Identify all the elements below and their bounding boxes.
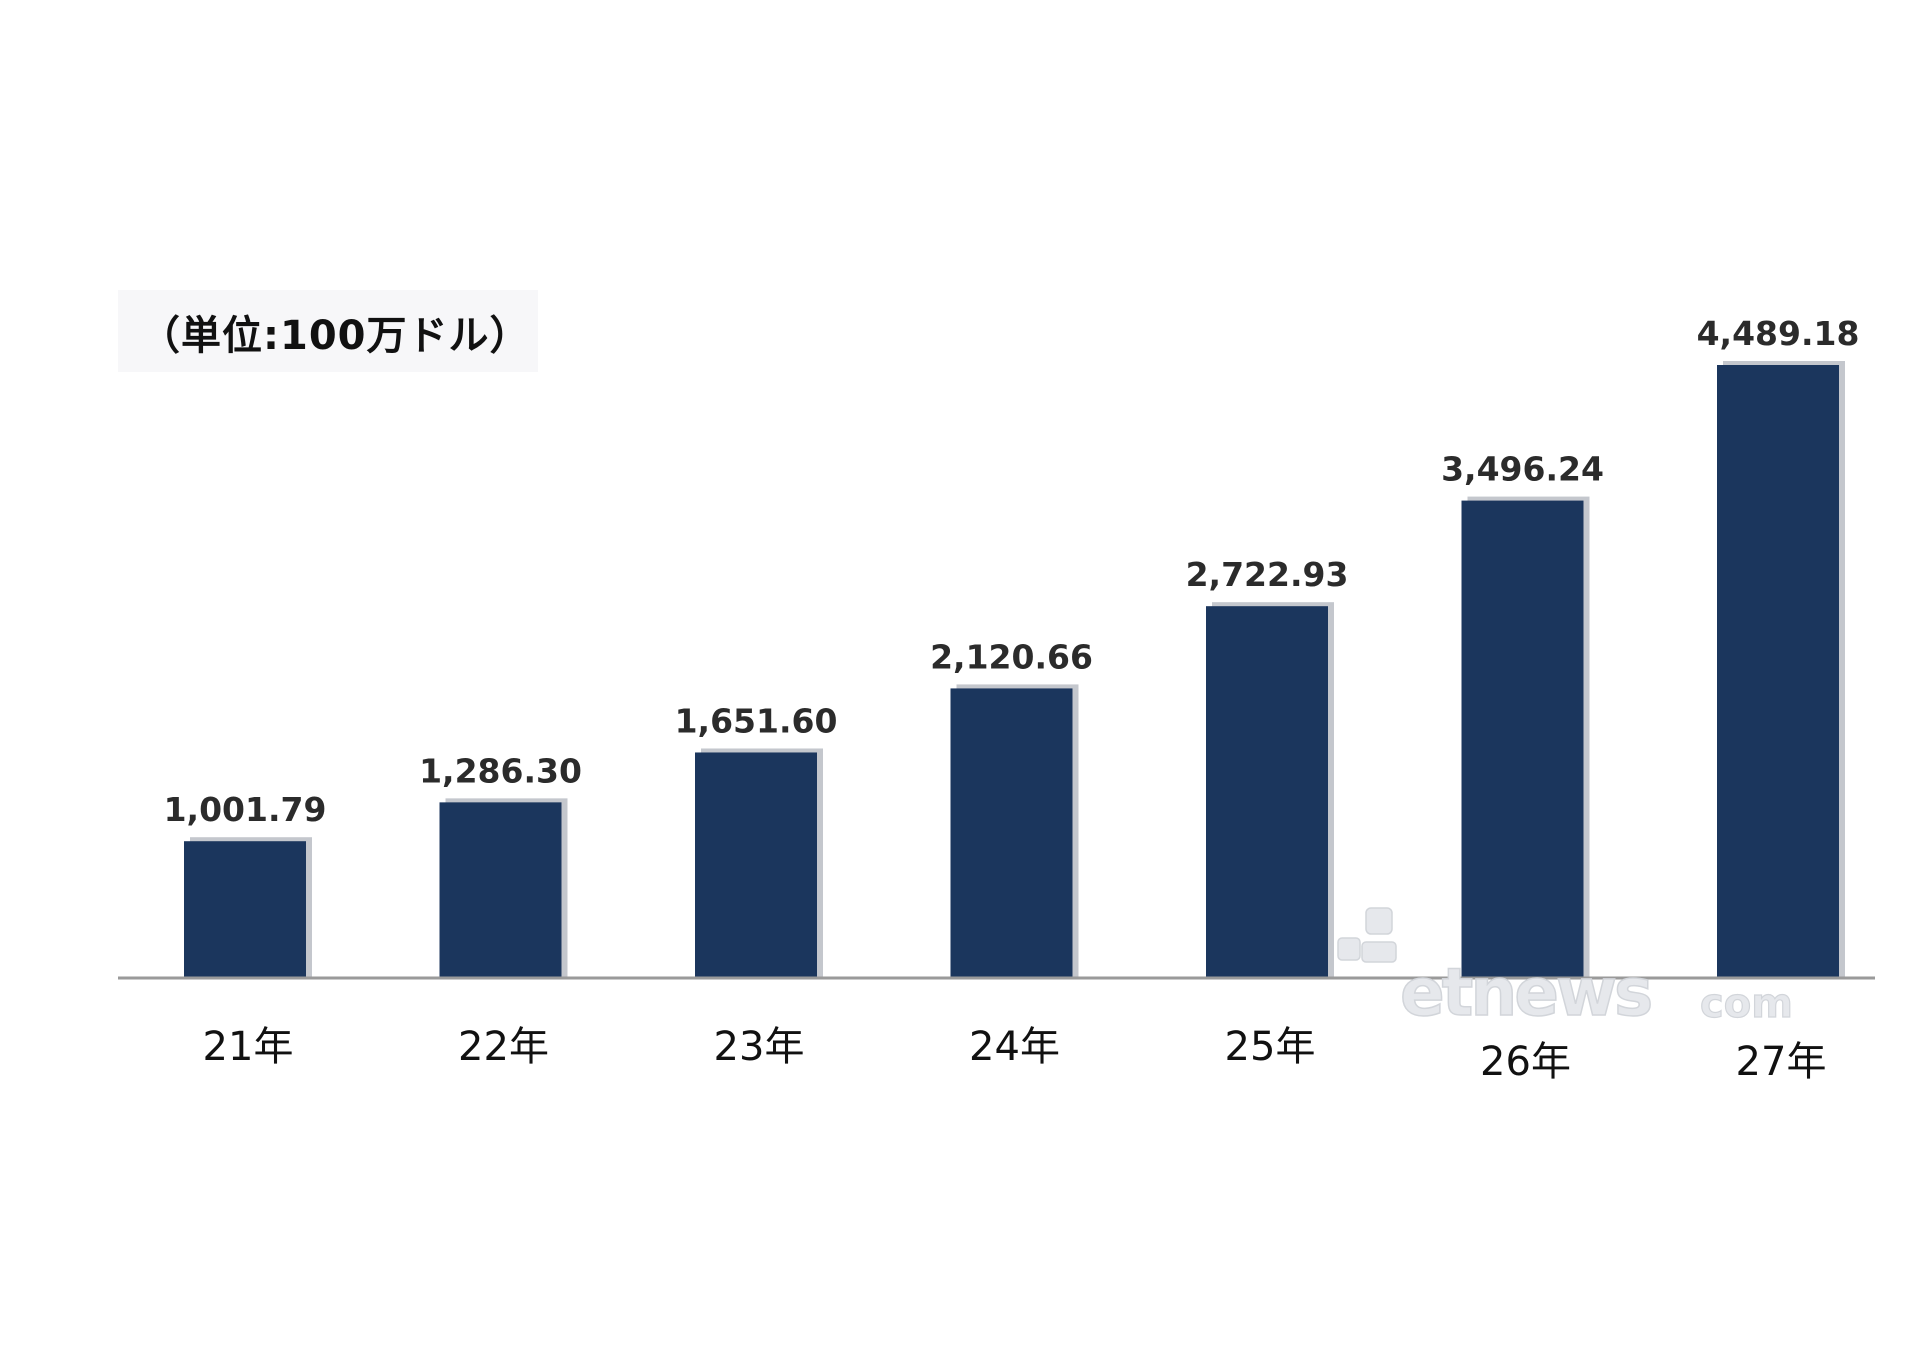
- x-tick-label: 26年: [1480, 1039, 1571, 1085]
- data-label: 2,722.93: [1186, 555, 1349, 594]
- data-label: 1,651.60: [675, 701, 838, 740]
- x-tick-label: 24年: [969, 1024, 1060, 1070]
- labels-layer: 1,001.79 21年 1,286.30 22年 1,651.60 23年 2,120.6…: [164, 314, 1860, 1085]
- bars-layer: [184, 361, 1845, 978]
- data-label: 3,496.24: [1441, 450, 1604, 489]
- bar-21年: [184, 841, 306, 978]
- unit-label-box: [118, 290, 538, 372]
- data-label: 2,120.66: [930, 637, 1093, 676]
- x-tick-label: 25年: [1225, 1024, 1316, 1070]
- etnews-logo-icon: [1337, 907, 1397, 963]
- bar-25年: [1206, 606, 1328, 978]
- x-tick-label: 21年: [203, 1024, 294, 1070]
- data-label: 1,001.79: [164, 790, 327, 829]
- bar-22年: [439, 802, 562, 978]
- etnews-watermark: etnews com: [1337, 907, 1793, 1032]
- bar-24年: [950, 688, 1073, 978]
- x-tick-label: 27年: [1736, 1039, 1827, 1085]
- data-label: 4,489.18: [1697, 314, 1860, 353]
- data-label: 1,286.30: [419, 751, 582, 790]
- bar-23年: [695, 752, 817, 978]
- bar-26年: [1461, 500, 1584, 978]
- unit-label: （単位:100万ドル）: [140, 313, 531, 359]
- x-tick-label: 22年: [458, 1024, 549, 1070]
- x-tick-label: 23年: [714, 1024, 805, 1070]
- bar-27年: [1717, 365, 1839, 978]
- watermark-text: etnews: [1400, 954, 1651, 1031]
- watermark-subtext: com: [1700, 981, 1793, 1027]
